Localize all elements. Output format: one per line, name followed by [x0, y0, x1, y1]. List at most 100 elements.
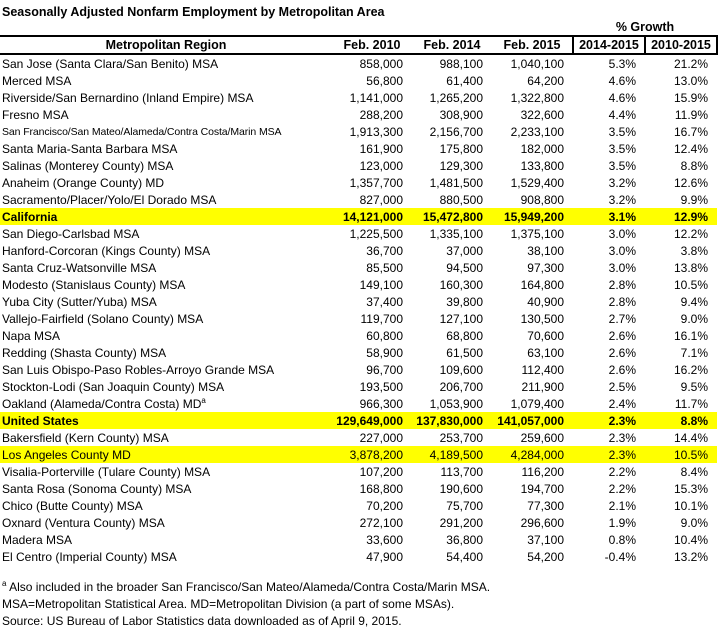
value-cell: 149,100 — [359, 277, 403, 292]
value-cell: 2.3% — [573, 412, 645, 429]
value-cell: 10.1% — [673, 498, 708, 513]
table-row: Salinas (Monterey County) MSA 123,000 129,… — [0, 157, 717, 174]
value-cell: 858,000 — [359, 56, 403, 71]
value-cell: 12.6% — [673, 175, 708, 190]
value-cell: 54,200 — [527, 549, 564, 564]
col-header-feb2014: Feb. 2014 — [412, 35, 492, 55]
value-cell: 5.3% — [608, 56, 636, 71]
value-cell: 8.8% — [680, 158, 708, 173]
table-row: Santa Maria-Santa Barbara MSA 161,900 175,… — [0, 140, 717, 157]
value-cell: 1,375,100 — [510, 226, 564, 241]
value-cell: 3.5% — [608, 141, 636, 156]
value-cell: 3,878,200 — [332, 446, 412, 463]
value-cell: 123,000 — [359, 158, 403, 173]
value-cell: 37,400 — [366, 294, 403, 309]
value-cell: 113,700 — [440, 464, 484, 479]
table-row: Yuba City (Sutter/Yuba) MSA 37,400 39,800 4… — [0, 293, 717, 310]
table-row: El Centro (Imperial County) MSA 47,900 54,… — [0, 548, 717, 565]
value-cell: 63,100 — [527, 345, 564, 360]
value-cell: 908,800 — [520, 192, 564, 207]
region-cell: Salinas (Monterey County) MSA — [2, 158, 174, 173]
value-cell: 272,100 — [359, 515, 403, 530]
table-row: Stockton-Lodi (San Joaquin County) MSA 19… — [0, 378, 717, 395]
value-cell: 1,322,800 — [510, 90, 564, 105]
value-cell: 4.6% — [608, 73, 636, 88]
table-row: Fresno MSA 288,200 308,900 322,600 4.4% 11.9% — [0, 106, 717, 123]
value-cell: 33,600 — [366, 532, 403, 547]
region-cell: San Francisco/San Mateo/Alameda/Contra C… — [2, 125, 282, 138]
value-cell: 2.2% — [608, 481, 636, 496]
footnote-source: Source: US Bureau of Labor Statistics da… — [2, 614, 402, 628]
value-cell: 288,200 — [359, 107, 403, 122]
value-cell: 1,040,100 — [510, 56, 564, 71]
value-cell: 1,335,100 — [429, 226, 483, 241]
value-cell: 291,200 — [439, 515, 483, 530]
value-cell: 85,500 — [366, 260, 403, 275]
footnote-a-text: Also included in the broader San Francis… — [9, 580, 491, 594]
value-cell: 1,265,200 — [429, 90, 483, 105]
value-cell: 1.9% — [608, 515, 636, 530]
value-cell: 182,000 — [520, 141, 564, 156]
value-cell: 39,800 — [446, 294, 483, 309]
value-cell: 96,700 — [366, 362, 403, 377]
region-cell: Madera MSA — [2, 532, 73, 547]
value-cell: 966,300 — [359, 396, 403, 411]
table-row: Modesto (Stanislaus County) MSA 149,100 16… — [0, 276, 717, 293]
value-cell: 259,600 — [520, 430, 564, 445]
region-cell: Sacramento/Placer/Yolo/El Dorado MSA — [2, 192, 217, 207]
value-cell: 47,900 — [366, 549, 403, 564]
value-cell: 10.5% — [673, 277, 708, 292]
value-cell: 2.4% — [608, 396, 636, 411]
table-body: San Jose (Santa Clara/San Benito) MSA 858… — [0, 54, 717, 565]
value-cell: 2.6% — [608, 345, 636, 360]
table-row: Chico (Butte County) MSA 70,200 75,700 77,3… — [0, 497, 717, 514]
region-cell: Santa Maria-Santa Barbara MSA — [2, 141, 178, 156]
table-row: Madera MSA 33,600 36,800 37,100 0.8% 10.4% — [0, 531, 717, 548]
col-header-growth-2010-2015: 2010-2015 — [645, 35, 718, 55]
value-cell: 2.7% — [608, 311, 636, 326]
value-cell: 9.9% — [680, 192, 708, 207]
value-cell: 14,121,000 — [332, 208, 412, 225]
value-cell: 16.7% — [673, 124, 708, 139]
value-cell: 9.5% — [680, 379, 708, 394]
table-row: San Francisco/San Mateo/Alameda/Contra C… — [0, 123, 717, 140]
value-cell: 109,600 — [439, 362, 483, 377]
value-cell: 161,900 — [359, 141, 403, 156]
col-header-growth-2014-2015: 2014-2015 — [572, 35, 646, 55]
table-row: Oxnard (Ventura County) MSA 272,100 291,20… — [0, 514, 717, 531]
region-cell: Modesto (Stanislaus County) MSA — [2, 277, 186, 292]
value-cell: 70,200 — [366, 498, 403, 513]
region-cell: United States — [0, 412, 332, 429]
footnote-a: a Also included in the broader San Franc… — [2, 579, 719, 596]
value-cell: 2.1% — [608, 498, 636, 513]
value-cell: 116,200 — [521, 464, 565, 479]
value-cell: 133,800 — [520, 158, 564, 173]
value-cell: 1,913,300 — [349, 124, 403, 139]
region-cell: Yuba City (Sutter/Yuba) MSA — [2, 294, 157, 309]
value-cell: 137,830,000 — [412, 412, 492, 429]
value-cell: 75,700 — [446, 498, 483, 513]
value-cell: 12.2% — [673, 226, 708, 241]
value-cell: 2.6% — [608, 328, 636, 343]
table-row: Anaheim (Orange County) MD 1,357,700 1,481… — [0, 174, 717, 191]
value-cell: 130,500 — [520, 311, 564, 326]
value-cell: 14.4% — [673, 430, 708, 445]
value-cell: 11.9% — [674, 107, 708, 122]
value-cell: 2.8% — [608, 277, 636, 292]
value-cell: 61,500 — [446, 345, 483, 360]
footnote-marker: a — [201, 395, 206, 405]
value-cell: 322,600 — [520, 107, 564, 122]
value-cell: 16.2% — [673, 362, 708, 377]
value-cell: 4.4% — [608, 107, 636, 122]
col-header-feb2010: Feb. 2010 — [332, 35, 412, 55]
region-cell: Merced MSA — [2, 73, 72, 88]
value-cell: 13.0% — [673, 73, 708, 88]
value-cell: 77,300 — [527, 498, 564, 513]
value-cell: 3.0% — [608, 243, 636, 258]
value-cell: 1,481,500 — [429, 175, 483, 190]
value-cell: 1,225,500 — [349, 226, 403, 241]
value-cell: 21.2% — [673, 56, 708, 71]
value-cell: 16.1% — [673, 328, 708, 343]
value-cell: 15,472,800 — [412, 208, 492, 225]
